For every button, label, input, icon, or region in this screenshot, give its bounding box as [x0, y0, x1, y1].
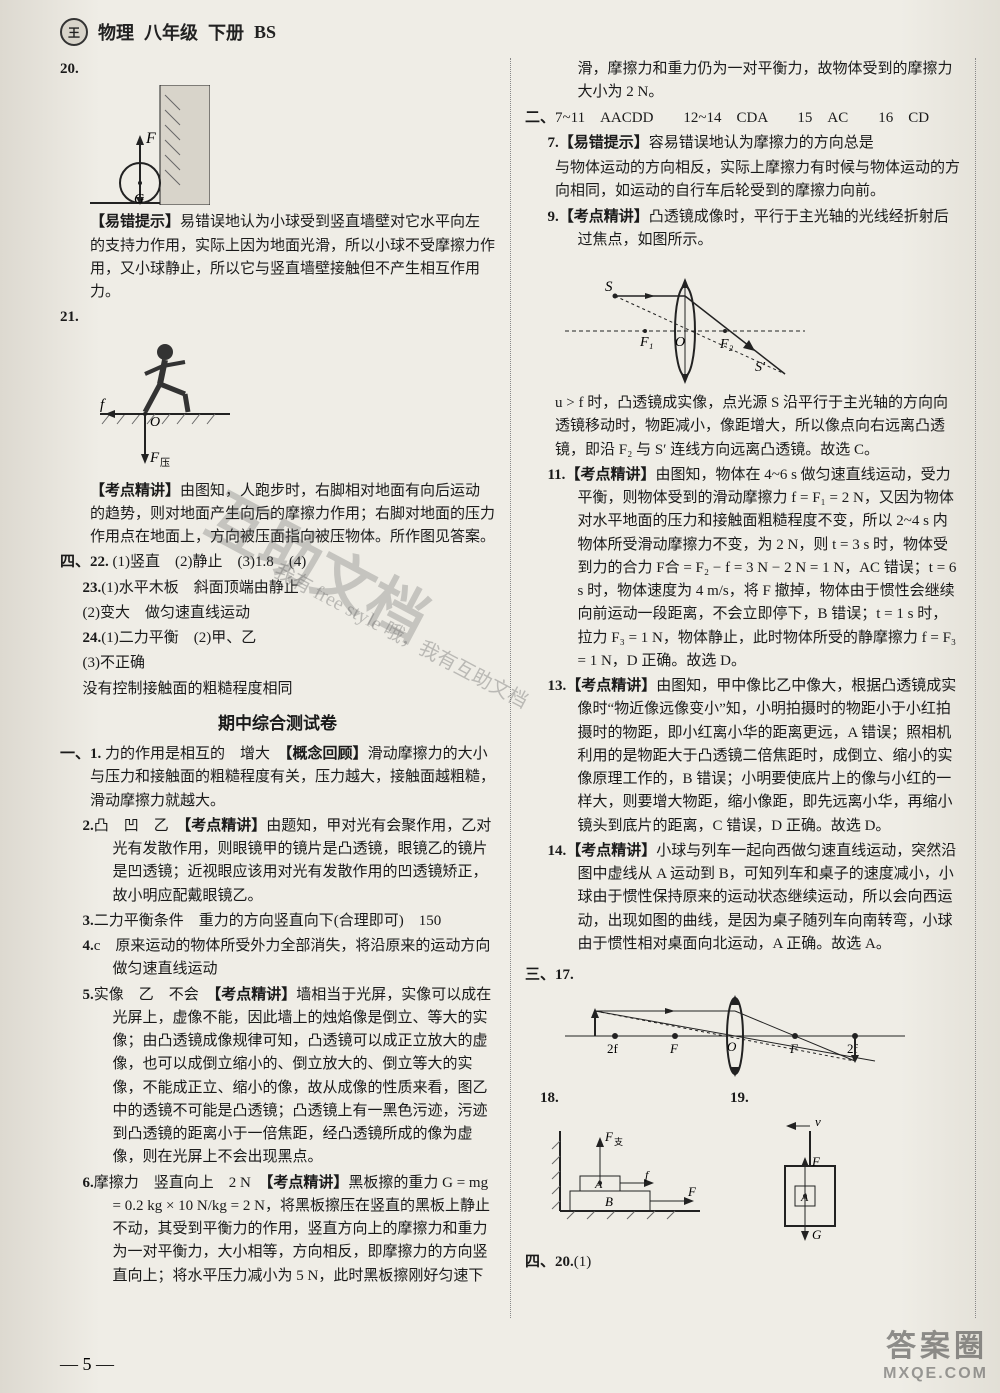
svg-text:O: O	[675, 335, 685, 350]
m2-q7: 7.【易错提示】容易错误地认为摩擦力的方向总是	[525, 132, 960, 155]
corner-watermark: 答案圈 MXQE.COM	[883, 1321, 988, 1383]
header-book: 下册	[208, 19, 244, 45]
m1-q4: 4.c 原来运动的物体所受外力全部消失，将沿原来的运动方向做匀速直线运动	[60, 935, 495, 982]
sec4-q23: 23.(1)水平木板 斜面顶端由静止	[60, 577, 495, 600]
m1-q5: 5.实像 乙 不会 【考点精讲】墙相当于光屏，实像可以成在光屏上，虚像不能，因此…	[60, 984, 495, 1170]
m4-q21: 21.(1)速度 (2)木板 毛巾	[990, 249, 1000, 272]
m2-q9a: 9.【考点精讲】凸透镜成像时，平行于主光轴的光线经折射后过焦点，如图所示。	[525, 206, 960, 253]
m2-q11: 11.【考点精讲】由图知，物体在 4~6 s 做匀速直线运动，受力平衡，则物体受…	[525, 464, 960, 673]
q20-tip: 【易错提示】易错误地认为小球受到竖直墙壁对它水平向左的支持力作用，实际上因为地面…	[60, 211, 495, 304]
m2-q14: 14.【考点精讲】小球与列车一起向西做匀速直线运动，突然沿图中虚线从 A 运动到…	[525, 840, 960, 956]
svg-text:支: 支	[614, 1136, 623, 1147]
header-grade: 八年级	[144, 19, 198, 45]
q21-label-f: f	[100, 397, 106, 413]
svg-text:F: F	[669, 1041, 679, 1056]
header-subject: 物理	[98, 19, 134, 45]
m3-q17-figure: 2f F O F 2f	[555, 991, 960, 1081]
m3-q17: 三、17.	[525, 964, 960, 987]
content-columns: 20. F G 【易错提示】易错误地认为小球受到竖直	[60, 58, 960, 1318]
q20-label-G: G	[134, 192, 144, 205]
svg-text:2f: 2f	[607, 1041, 619, 1056]
sec4-q24: 24.(1)二力平衡 (2)甲、乙	[60, 627, 495, 650]
header-badge-icon: 王	[60, 18, 88, 46]
q21-num: 21.	[60, 306, 495, 329]
sec4-q24b: (3)不正确	[60, 652, 495, 675]
svg-text:v: v	[815, 1114, 821, 1129]
svg-text:2f: 2f	[847, 1041, 859, 1056]
q20-figure: F G	[90, 85, 495, 205]
watermark-site: MXQE.COM	[883, 1365, 988, 1383]
midterm-title: 期中综合测试卷	[60, 711, 495, 737]
header-series: BS	[254, 22, 276, 43]
m3-q19: 19. v A F G	[730, 1087, 850, 1250]
svg-text:G: G	[812, 1227, 822, 1242]
m4-q20: 四、20.(1)	[525, 1251, 960, 1274]
svg-text:F: F	[604, 1129, 614, 1144]
q21-figure: O f F 压	[90, 334, 495, 474]
sec4-q22: 四、22. (1)竖直 (2)静止 (3)1.8 (4)	[60, 551, 495, 574]
svg-text:F₁: F₁	[639, 335, 653, 350]
svg-text:F: F	[687, 1184, 697, 1199]
q21-text: 【考点精讲】由图知，人跑步时，右脚相对地面有向后运动的趋势，则对地面产生向后的摩…	[60, 480, 495, 550]
q20-label-F: F	[145, 130, 156, 147]
svg-text:S: S	[605, 279, 613, 295]
svg-text:O: O	[727, 1039, 737, 1054]
page-number: — 5 —	[60, 1354, 114, 1375]
sec4-q24c: 没有控制接触面的粗糙程度相同	[60, 678, 495, 701]
q20-num: 20.	[60, 58, 495, 81]
m2-q13: 13.【考点精讲】由图知，甲中像比乙中像大，根据凸透镜成实像时“物近像远像变小”…	[525, 675, 960, 838]
m3-q18: 18. B A F支 f F	[540, 1087, 710, 1250]
q21-label-F: F	[149, 450, 160, 466]
watermark-brand: 答案圈	[883, 1321, 988, 1365]
m2-q9-figure: F₁ O F₂ S S′	[555, 256, 960, 386]
svg-text:S′: S′	[755, 360, 766, 375]
m1-q2: 2.凸 凹 乙 【考点精讲】由题知，甲对光有会聚作用，乙对光有发散作用，则眼镜甲…	[60, 815, 495, 908]
m1-q3: 3.二力平衡条件 重力的方向竖直向下(合理即可) 150	[60, 910, 495, 933]
page: 王 物理 八年级 下册 BS 20. F	[0, 0, 1000, 1393]
m4-q20b: (2)1.25 (3)伸长量 正比	[990, 224, 1000, 247]
page-header: 王 物理 八年级 下册 BS	[60, 18, 960, 46]
q21-label-sub: 压	[160, 457, 170, 469]
sec4-q23b: (2)变大 做匀速直线运动	[60, 602, 495, 625]
m1-q1: 一、1. 力的作用是相互的 增大 【概念回顾】滑动摩擦力的大小与压力和接触面的粗…	[60, 743, 495, 813]
m2-q9b: u > f 时，凸透镜成实像，点光源 S 沿平行于主光轴的方向向透镜移动时，物距…	[525, 392, 960, 462]
svg-text:f: f	[645, 1168, 650, 1182]
m2-q7b: 与物体运动的方向相反，实际上摩擦力有时候与物体运动的方向相同，如运动的自行车后轮…	[525, 157, 960, 204]
svg-text:F: F	[811, 1154, 821, 1169]
svg-text:O: O	[150, 415, 160, 430]
m3-row: 18. B A F支 f F	[525, 1087, 960, 1250]
m2-line: 二、7~11 AACDD 12~14 CDA 15 AC 16 CD	[525, 107, 960, 130]
svg-text:B: B	[605, 1194, 613, 1209]
